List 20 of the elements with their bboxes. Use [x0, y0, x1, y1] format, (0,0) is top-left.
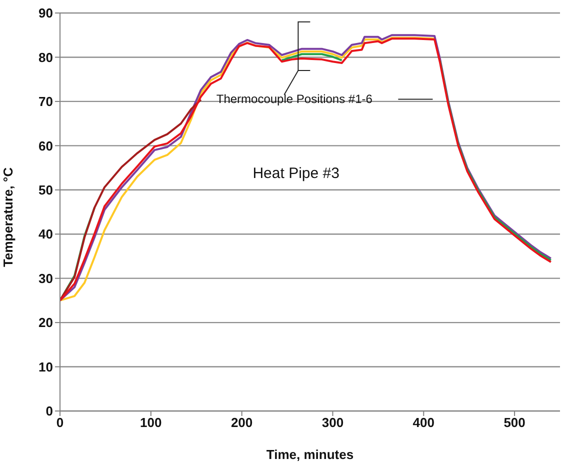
y-tick-label: 70 [38, 94, 53, 110]
annotation: Thermocouple Positions #1-6 [216, 91, 372, 108]
x-tick-label: 300 [322, 415, 344, 430]
y-tick-label: 60 [38, 138, 53, 154]
y-tick-label: 80 [38, 50, 53, 65]
annotation: Heat Pipe #3 [252, 164, 340, 184]
y-tick-label: 0 [46, 404, 53, 419]
y-tick-label: 90 [38, 6, 53, 21]
x-tick-label: 500 [504, 415, 526, 430]
y-tick-label: 40 [38, 226, 53, 242]
y-axis-title: Temperature, °C [0, 166, 16, 267]
y-tick-label: 50 [38, 182, 53, 198]
x-tick-label: 200 [230, 415, 253, 430]
x-tick-label: 100 [140, 415, 162, 430]
x-axis-title: Time, minutes [266, 447, 354, 462]
y-tick-label: 10 [38, 359, 53, 374]
y-tick-label: 20 [38, 315, 53, 330]
x-tick-label: 0 [56, 415, 64, 430]
x-tick-label: 400 [412, 415, 434, 430]
y-tick-label: 30 [38, 270, 53, 286]
